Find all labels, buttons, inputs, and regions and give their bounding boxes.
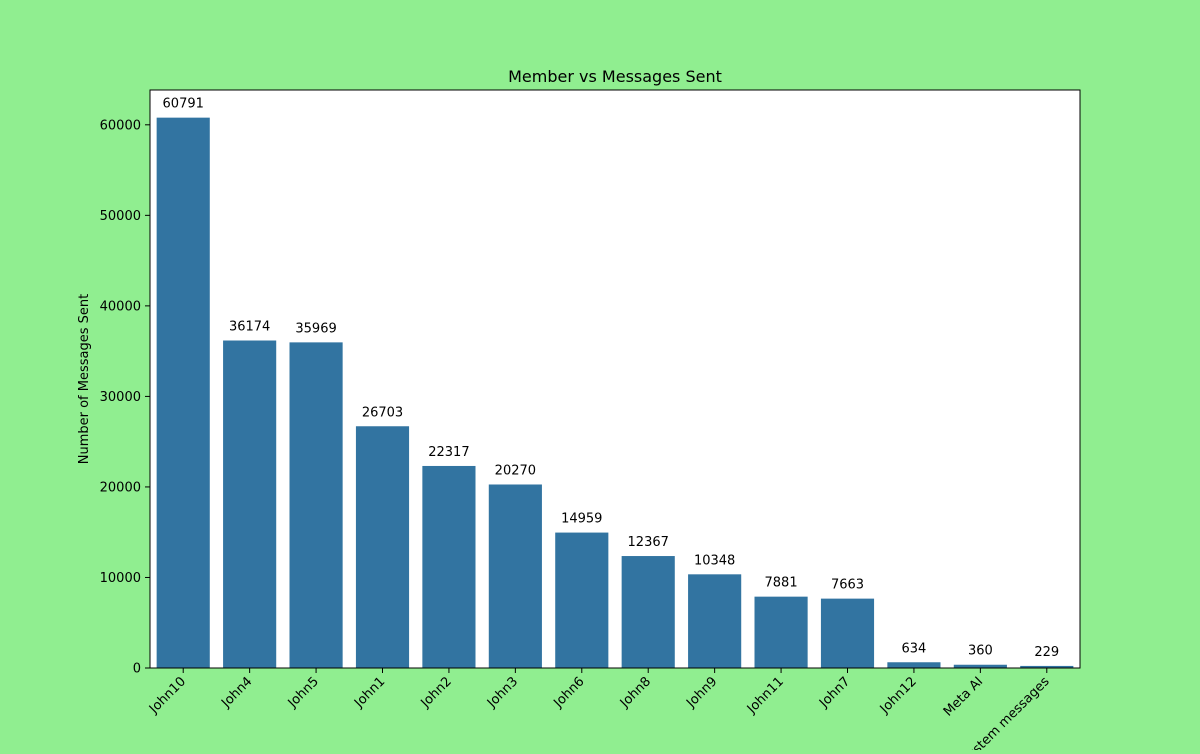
x-tick-label: John8	[617, 674, 654, 711]
bar-value-label: 36174	[229, 320, 270, 335]
x-tick-label: John12	[877, 674, 920, 717]
y-tick-label: 20000	[100, 480, 141, 495]
bar-labels-group: 60791 36174 35969 26703 22317 20270 14959 12367…	[163, 97, 1060, 660]
bar	[422, 465, 476, 668]
bar	[289, 342, 343, 668]
x-axis: John10 John4 John5 John1 John2 John3 John6 John…	[146, 668, 1053, 754]
plot-border	[149, 89, 1081, 669]
y-tick-label: 10000	[100, 571, 141, 586]
bar-value-label: 12367	[628, 535, 669, 550]
x-tick-label: Meta AI	[941, 674, 986, 719]
x-tick-label: John2	[418, 674, 455, 711]
bar-value-label: 20270	[495, 463, 536, 478]
y-tick-label: 40000	[100, 299, 141, 314]
y-axis-label: Number of Messages Sent	[77, 294, 92, 465]
x-tick-label: John7	[816, 674, 853, 711]
bar	[953, 664, 1007, 668]
x-tick-label: John3	[484, 674, 521, 711]
bar-value-label: 14959	[561, 512, 602, 527]
bar	[820, 598, 875, 668]
bar	[1020, 665, 1074, 668]
bar	[754, 596, 808, 668]
x-tick-label: John5	[285, 674, 322, 711]
x-tick-label: John4	[218, 674, 255, 711]
bar-value-label: 10348	[694, 553, 735, 568]
x-tick-label: John1	[351, 674, 388, 711]
bar-value-label: 634	[902, 641, 927, 656]
x-tick-label: John9	[683, 674, 720, 711]
bar	[355, 426, 410, 668]
x-tick-label: John10	[146, 674, 189, 717]
x-tick-label: John11	[744, 674, 787, 717]
x-tick-label: John6	[550, 674, 587, 711]
y-tick-label: 0	[133, 662, 141, 677]
bar-value-label: 26703	[362, 405, 403, 420]
y-axis: 0 10000 20000 30000 40000 50000 60000	[100, 118, 150, 677]
bar	[688, 574, 742, 668]
bars-group	[156, 117, 1074, 669]
chart-title: Member vs Messages Sent	[508, 67, 722, 86]
y-tick-label: 60000	[100, 118, 141, 133]
bar-value-label: 7881	[765, 576, 798, 591]
y-tick-label: 50000	[100, 209, 141, 224]
bar	[156, 117, 210, 669]
bar-value-label: 60791	[163, 97, 204, 112]
y-tick-label: 30000	[100, 390, 141, 405]
bar-value-label: 22317	[428, 445, 469, 460]
bar	[887, 662, 941, 668]
bar	[488, 484, 542, 668]
bar-value-label: 35969	[295, 321, 336, 336]
bar	[555, 532, 609, 668]
bar	[621, 556, 675, 668]
bar	[223, 340, 277, 668]
bar-value-label: 229	[1034, 645, 1059, 660]
bar-value-label: 360	[968, 644, 993, 659]
bar-value-label: 7663	[831, 578, 864, 593]
